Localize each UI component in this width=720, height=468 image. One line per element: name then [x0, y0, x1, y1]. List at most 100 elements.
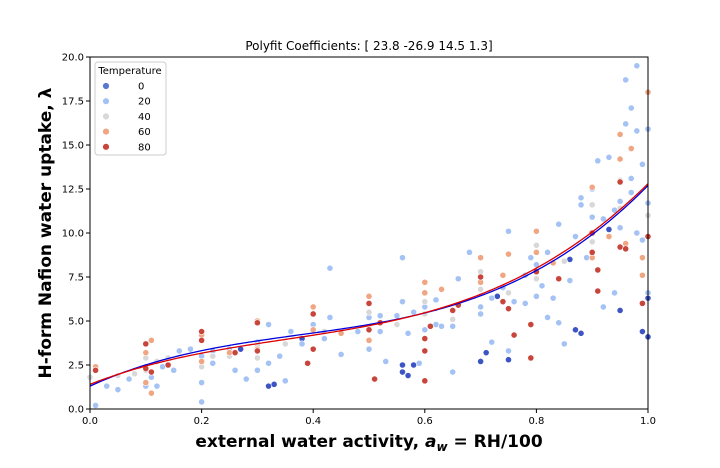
- y-tick-label: 12.5: [62, 185, 84, 196]
- data-point-60: [616, 131, 624, 138]
- y-tick-label: 5.0: [68, 317, 84, 328]
- data-point-20: [622, 120, 630, 128]
- data-point-20: [198, 398, 205, 406]
- data-point-60: [627, 145, 635, 152]
- data-point-20: [594, 157, 602, 165]
- data-point-0: [477, 358, 484, 365]
- data-point-60: [588, 183, 596, 191]
- x-tick-label: 1.0: [640, 416, 656, 427]
- data-point-60: [533, 227, 540, 235]
- data-point-20: [616, 224, 624, 232]
- data-point-20: [326, 314, 334, 321]
- data-point-80: [253, 319, 261, 327]
- data-point-20: [320, 335, 328, 342]
- data-point-60: [226, 349, 233, 357]
- data-point-20: [382, 358, 390, 365]
- x-tick-label: 0.6: [417, 416, 433, 427]
- data-point-20: [599, 215, 607, 223]
- data-point-20: [449, 322, 457, 330]
- data-point-20: [633, 229, 641, 237]
- data-point-40: [560, 257, 568, 265]
- data-point-20: [627, 189, 635, 196]
- data-point-20: [555, 319, 563, 327]
- data-point-60: [421, 289, 429, 297]
- data-point-20: [253, 366, 261, 374]
- data-point-20: [538, 282, 546, 290]
- data-point-20: [505, 227, 512, 235]
- data-point-20: [627, 175, 635, 182]
- data-point-40: [281, 340, 289, 348]
- data-point-60: [499, 271, 507, 279]
- x-tick-label: 0.4: [305, 416, 321, 427]
- chart-title: Polyfit Coefficients: [ 23.8 -26.9 14.5 …: [245, 39, 492, 53]
- data-point-60: [309, 326, 317, 334]
- legend-label-40: 40: [138, 112, 151, 123]
- data-point-20: [421, 326, 429, 334]
- legend-label-80: 80: [138, 142, 151, 153]
- plot-frame: [89, 56, 649, 410]
- data-point-60: [365, 292, 373, 300]
- axis-ticks: 0.0 0.2 0.4 0.6 0.8 1.0 0.0 2.5 5.0 7.5 10.0 12.5 15…: [62, 53, 656, 428]
- data-point-60: [505, 250, 512, 258]
- data-point-0: [605, 226, 613, 233]
- data-point-80: [426, 322, 434, 330]
- data-point-20: [627, 104, 635, 112]
- data-point-40: [588, 238, 596, 246]
- data-point-20: [265, 359, 272, 367]
- x-tick-label: 0.2: [194, 416, 210, 427]
- data-point-20: [365, 345, 373, 353]
- legend-title: Temperature: [97, 66, 161, 77]
- data-points: [86, 62, 652, 409]
- data-point-80: [371, 375, 378, 383]
- data-point-40: [477, 285, 484, 293]
- data-point-20: [404, 329, 412, 337]
- data-point-20: [577, 194, 585, 202]
- data-point-0: [572, 326, 579, 334]
- data-point-80: [309, 310, 317, 318]
- data-point-20: [337, 351, 345, 358]
- data-point-20: [466, 248, 473, 256]
- data-point-0: [410, 361, 418, 369]
- data-point-20: [265, 321, 272, 328]
- data-point-80: [304, 359, 312, 367]
- data-point-20: [454, 275, 462, 283]
- x-tick-label: 0.8: [528, 416, 544, 427]
- data-point-60: [309, 303, 317, 311]
- data-point-80: [616, 243, 624, 251]
- fit-curve-blue: [89, 185, 649, 387]
- data-point-20: [281, 377, 289, 385]
- data-point-0: [399, 361, 406, 369]
- data-point-60: [147, 336, 155, 344]
- data-point-60: [438, 285, 445, 293]
- data-point-20: [599, 303, 607, 311]
- data-point-80: [421, 335, 429, 342]
- legend-label-20: 20: [138, 97, 151, 108]
- data-point-20: [198, 379, 205, 386]
- fit-curve-red: [89, 183, 649, 385]
- data-point-80: [505, 305, 512, 313]
- data-point-20: [566, 277, 574, 284]
- y-tick-label: 0.0: [68, 405, 84, 416]
- data-point-20: [114, 386, 122, 394]
- data-point-80: [309, 345, 317, 353]
- data-point-20: [410, 308, 418, 316]
- data-point-0: [505, 356, 512, 364]
- data-point-20: [415, 359, 423, 367]
- data-point-80: [594, 287, 602, 295]
- data-point-20: [393, 312, 401, 320]
- data-point-20: [231, 366, 239, 374]
- legend-label-60: 60: [138, 127, 151, 138]
- data-point-20: [432, 296, 440, 304]
- legend-box: [94, 61, 167, 156]
- data-point-20: [605, 153, 613, 161]
- data-point-80: [555, 275, 563, 283]
- data-point-80: [164, 361, 172, 369]
- data-point-60: [639, 254, 646, 262]
- data-point-20: [287, 328, 295, 335]
- legend-label-0: 0: [138, 82, 144, 93]
- data-point-20: [622, 76, 630, 84]
- y-tick-label: 20.0: [62, 53, 84, 64]
- data-point-0: [493, 292, 501, 300]
- data-point-80: [198, 336, 205, 344]
